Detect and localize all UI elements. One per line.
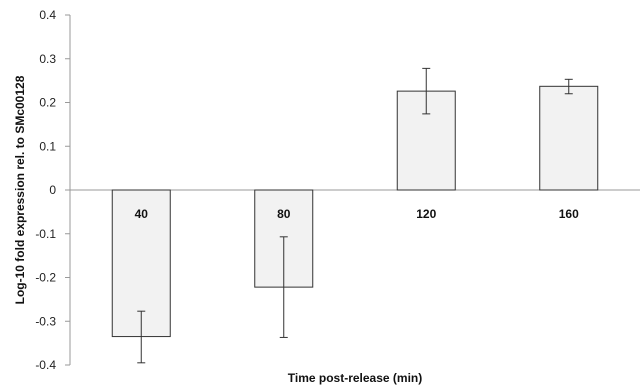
x-axis-title: Time post-release (min) [288, 371, 422, 385]
bars-group [111, 85, 599, 338]
y-axis-ticks: 0.4 0.3 0.2 0.1 0 -0.1 -0.2 -0.3 -0.4 [35, 8, 70, 372]
y-tick-label: 0.4 [39, 8, 56, 22]
error-bars-group [137, 67, 573, 364]
category-label: 80 [277, 207, 291, 221]
y-axis-title: Log-10 fold expression rel. to SMc00128 [13, 75, 27, 304]
category-label: 120 [416, 207, 436, 221]
y-tick-label: 0.1 [39, 139, 56, 153]
category-label: 160 [559, 207, 579, 221]
y-tick-label: -0.3 [35, 314, 56, 328]
y-tick-label: 0.3 [39, 52, 56, 66]
y-tick-label: 0.2 [39, 96, 56, 110]
category-labels: 40 80 120 160 [135, 207, 580, 221]
y-tick-label: 0 [49, 183, 56, 197]
y-tick-label: -0.2 [35, 271, 56, 285]
y-tick-label: -0.4 [35, 358, 56, 372]
category-label: 40 [135, 207, 149, 221]
y-tick-label: -0.1 [35, 227, 56, 241]
bar [539, 85, 599, 191]
